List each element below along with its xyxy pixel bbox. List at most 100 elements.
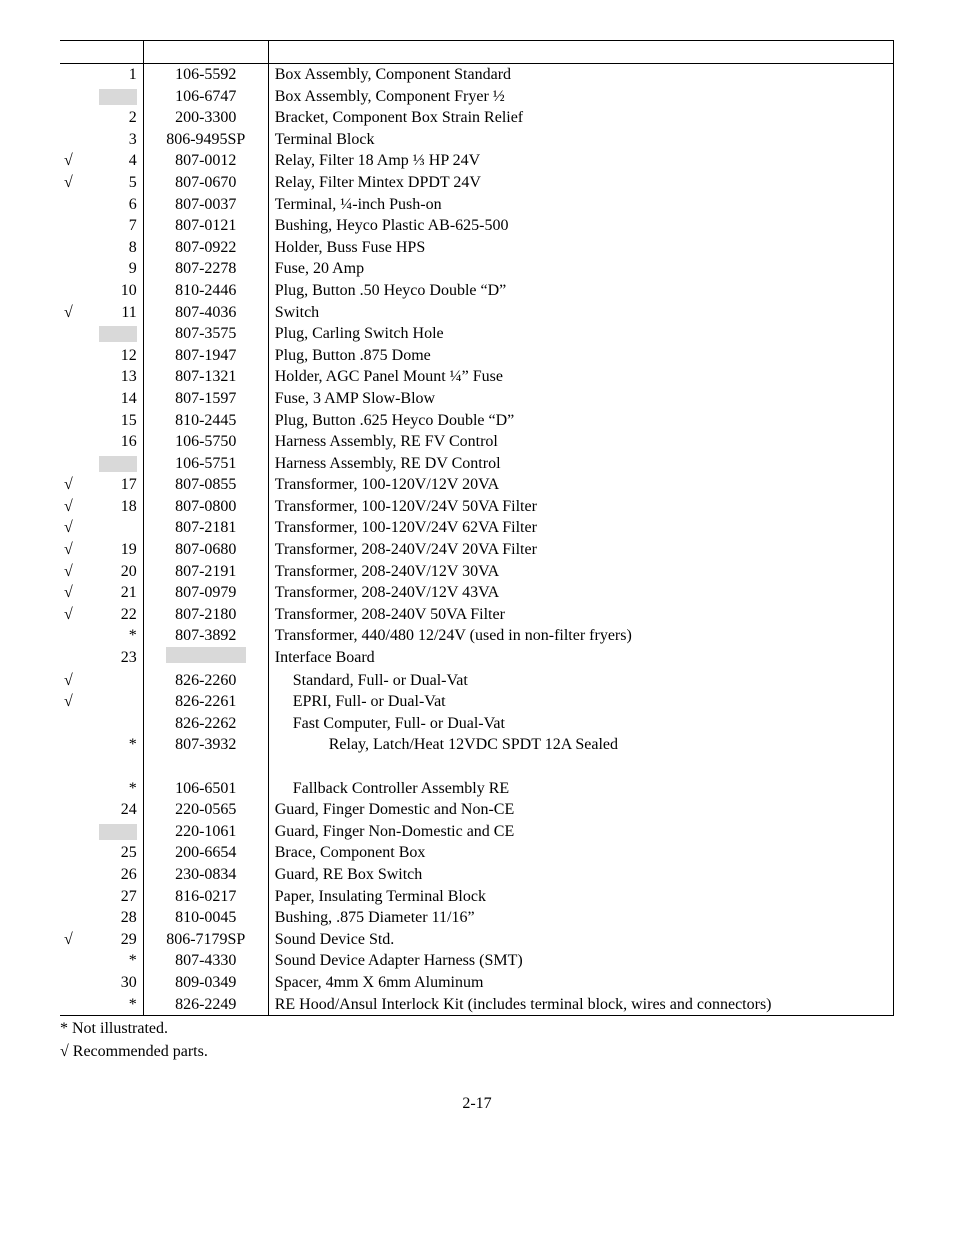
item-number: 6 (129, 194, 137, 216)
shade-box (99, 326, 137, 342)
footnotes: * Not illustrated. √ Recommended parts. (60, 1018, 894, 1063)
description: Bracket, Component Box Strain Relief (268, 107, 893, 129)
table-row: 23Interface Board (60, 647, 893, 670)
table-row: 3806-9495SPTerminal Block (60, 129, 893, 151)
item-number: 5 (129, 172, 137, 194)
item-cell: 14 (60, 388, 143, 410)
item-number: 14 (121, 388, 137, 410)
description: Sound Device Std. (268, 929, 893, 951)
part-number: 806-9495SP (143, 129, 268, 151)
part-number: 230-0834 (143, 864, 268, 886)
table-row: 28810-0045Bushing, .875 Diameter 11/16” (60, 907, 893, 929)
item-cell: √4 (60, 150, 143, 172)
description: Transformer, 440/480 12/24V (used in non… (268, 625, 893, 647)
item-cell (60, 713, 143, 735)
page-number: 2-17 (60, 1095, 894, 1113)
description: Transformer, 100-120V/12V 20VA (268, 474, 893, 496)
part-number: 807-0800 (143, 496, 268, 518)
table-row: √17807-0855Transformer, 100-120V/12V 20V… (60, 474, 893, 496)
description: Relay, Latch/Heat 12VDC SPDT 12A Sealed (268, 734, 893, 756)
description: Terminal, ¼-inch Push-on (268, 194, 893, 216)
item-number: 9 (129, 258, 137, 280)
item-cell: 6 (60, 194, 143, 216)
part-number: 810-2445 (143, 410, 268, 432)
item-number: * (129, 734, 137, 756)
table-header-row (60, 41, 893, 64)
item-cell: √21 (60, 582, 143, 604)
description: Harness Assembly, RE DV Control (268, 453, 893, 475)
description: Fallback Controller Assembly RE (268, 778, 893, 800)
table-row: 10810-2446Plug, Button .50 Heyco Double … (60, 280, 893, 302)
table-row: √ 11 807-4036Switch (60, 302, 893, 324)
description: Spacer, 4mm X 6mm Aluminum (268, 972, 893, 994)
part-number: 807-1321 (143, 366, 268, 388)
table-row: 8807-0922Holder, Buss Fuse HPS (60, 237, 893, 259)
item-number: 11 (121, 302, 136, 324)
item-cell: √ (60, 670, 143, 692)
part-number: 807-4036 (143, 302, 268, 324)
description: Box Assembly, Component Standard (268, 64, 893, 86)
description: Plug, Button .625 Heyco Double “D” (268, 410, 893, 432)
item-cell: 9 (60, 258, 143, 280)
description: Plug, Button .875 Dome (268, 345, 893, 367)
part-cell (143, 756, 268, 778)
part-number: 807-1597 (143, 388, 268, 410)
part-number: 106-6501 (143, 778, 268, 800)
description: Bushing, .875 Diameter 11/16” (268, 907, 893, 929)
part-number: 807-0670 (143, 172, 268, 194)
part-number: 106-5592 (143, 64, 268, 86)
table-row: √29806-7179SPSound Device Std. (60, 929, 893, 951)
check-icon: √ (64, 929, 73, 951)
item-cell: 28 (60, 907, 143, 929)
item-cell: 3 (60, 129, 143, 151)
part-number: 807-2180 (143, 604, 268, 626)
part-number: 106-5751 (143, 453, 268, 475)
description: Transformer, 208-240V/24V 20VA Filter (268, 539, 893, 561)
description: Harness Assembly, RE FV Control (268, 431, 893, 453)
check-icon: √ (64, 172, 73, 194)
table-row: √807-2181Transformer, 100-120V/24V 62VA … (60, 517, 893, 539)
check-icon: √ (64, 691, 73, 713)
item-number: 30 (121, 972, 137, 994)
table-row: 16106-5750Harness Assembly, RE FV Contro… (60, 431, 893, 453)
item-number: * (129, 994, 137, 1016)
description: Switch (268, 302, 893, 324)
part-number: 807-2181 (143, 517, 268, 539)
description: Transformer, 100-120V/24V 62VA Filter (268, 517, 893, 539)
part-cell (143, 647, 268, 670)
shade-box (99, 89, 137, 105)
check-icon: √ (64, 496, 73, 518)
part-number: 826-2249 (143, 994, 268, 1016)
description: Guard, Finger Domestic and Non-CE (268, 799, 893, 821)
part-number: 826-2261 (143, 691, 268, 713)
item-cell: √20 (60, 561, 143, 583)
table-row: 2200-3300Bracket, Component Box Strain R… (60, 107, 893, 129)
table-row: 106-6747Box Assembly, Component Fryer ½ (60, 86, 893, 108)
part-number: 809-0349 (143, 972, 268, 994)
item-cell: 16 (60, 431, 143, 453)
item-number: 7 (129, 215, 137, 237)
item-cell: 24 (60, 799, 143, 821)
description: Plug, Button .50 Heyco Double “D” (268, 280, 893, 302)
part-number: 807-3575 (143, 323, 268, 345)
description: Box Assembly, Component Fryer ½ (268, 86, 893, 108)
item-number: 17 (121, 474, 137, 496)
item-cell: √18 (60, 496, 143, 518)
item-cell: 10 (60, 280, 143, 302)
item-cell: 25 (60, 842, 143, 864)
table-row: √826-2261EPRI, Full- or Dual-Vat (60, 691, 893, 713)
description: Terminal Block (268, 129, 893, 151)
part-number: 807-0979 (143, 582, 268, 604)
item-cell: 26 (60, 864, 143, 886)
part-number: 106-5750 (143, 431, 268, 453)
table-row: √18807-0800Transformer, 100-120V/24V 50V… (60, 496, 893, 518)
item-number: 27 (121, 886, 137, 908)
description: Relay, Filter Mintex DPDT 24V (268, 172, 893, 194)
item-number: 24 (121, 799, 137, 821)
check-icon: √ (64, 302, 73, 324)
part-number: 810-2446 (143, 280, 268, 302)
item-cell: 23 (60, 647, 143, 670)
item-cell (60, 756, 143, 778)
item-cell: √ (60, 517, 143, 539)
item-cell: 30 (60, 972, 143, 994)
